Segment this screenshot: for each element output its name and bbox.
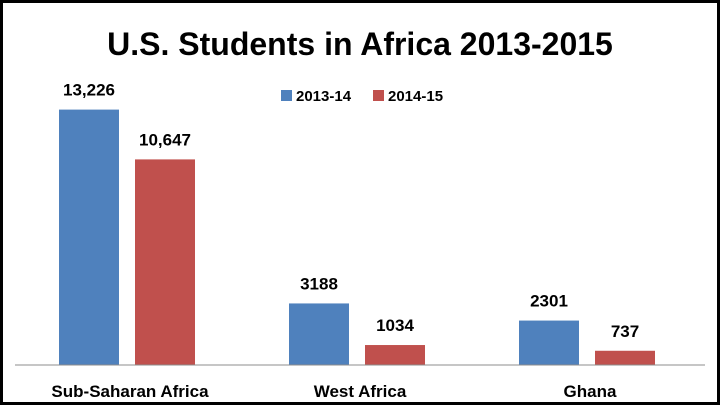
legend-swatch-2013-14 (281, 90, 292, 101)
legend-label-2013-14: 2013-14 (296, 88, 352, 105)
category-label-sub-saharan-africa: Sub-Saharan Africa (51, 382, 209, 401)
category-label-ghana: Ghana (564, 382, 617, 401)
legend-label-2014-15: 2014-15 (388, 88, 443, 105)
bar-ghana-2014-15 (595, 350, 655, 365)
bar-west-africa-2014-15 (365, 345, 425, 365)
legend: 2013-14 2014-15 (281, 88, 443, 105)
bar-sub-saharan-africa-2014-15 (135, 159, 195, 365)
data-label-sub-saharan-africa-2013-14: 13,226 (63, 81, 115, 100)
bar-chart: U.S. Students in Africa 2013-2015 2013-1… (15, 26, 705, 401)
data-label-west-africa-2014-15: 1034 (376, 316, 414, 335)
bar-west-africa-2013-14 (289, 303, 349, 365)
data-label-sub-saharan-africa-2014-15: 10,647 (139, 130, 191, 149)
value-labels-group: 13,226 10,647 3188 1034 2301 737 (63, 81, 639, 341)
bar-sub-saharan-africa-2013-14 (59, 109, 119, 365)
chart-title: U.S. Students in Africa 2013-2015 (107, 26, 613, 62)
legend-swatch-2014-15 (373, 90, 384, 101)
data-label-ghana-2014-15: 737 (611, 322, 639, 341)
bar-ghana-2013-14 (519, 320, 579, 365)
bars-group (59, 109, 655, 365)
category-label-west-africa: West Africa (314, 382, 407, 401)
category-labels-group: Sub-Saharan Africa West Africa Ghana (51, 382, 617, 401)
data-label-ghana-2013-14: 2301 (530, 292, 568, 311)
data-label-west-africa-2013-14: 3188 (300, 274, 338, 293)
